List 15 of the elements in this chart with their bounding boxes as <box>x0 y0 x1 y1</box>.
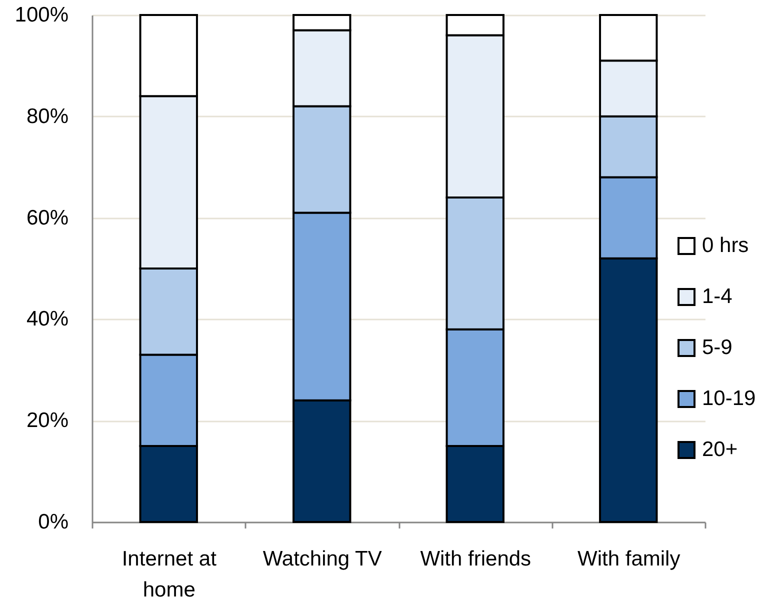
legend-label: 5-9 <box>702 336 732 360</box>
y-tick-label: 20% <box>26 409 68 432</box>
y-tick-label: 0% <box>38 510 68 534</box>
y-tick-label: 60% <box>26 206 68 230</box>
y-tick-label: 40% <box>26 308 68 331</box>
legend-label: 20+ <box>702 438 738 462</box>
y-tick-label: 80% <box>26 104 68 128</box>
x-tick-label: With family <box>578 548 681 570</box>
legend-label: 10-19 <box>702 387 756 410</box>
legend-label: 0 hrs <box>702 234 749 258</box>
y-tick-label: 100% <box>14 4 68 26</box>
x-tick-label: With friends <box>420 548 532 570</box>
legend-label: 1-4 <box>702 285 733 308</box>
x-tick-label: Watching TV <box>262 548 382 570</box>
x-tick-label: Internet at home <box>122 548 217 602</box>
